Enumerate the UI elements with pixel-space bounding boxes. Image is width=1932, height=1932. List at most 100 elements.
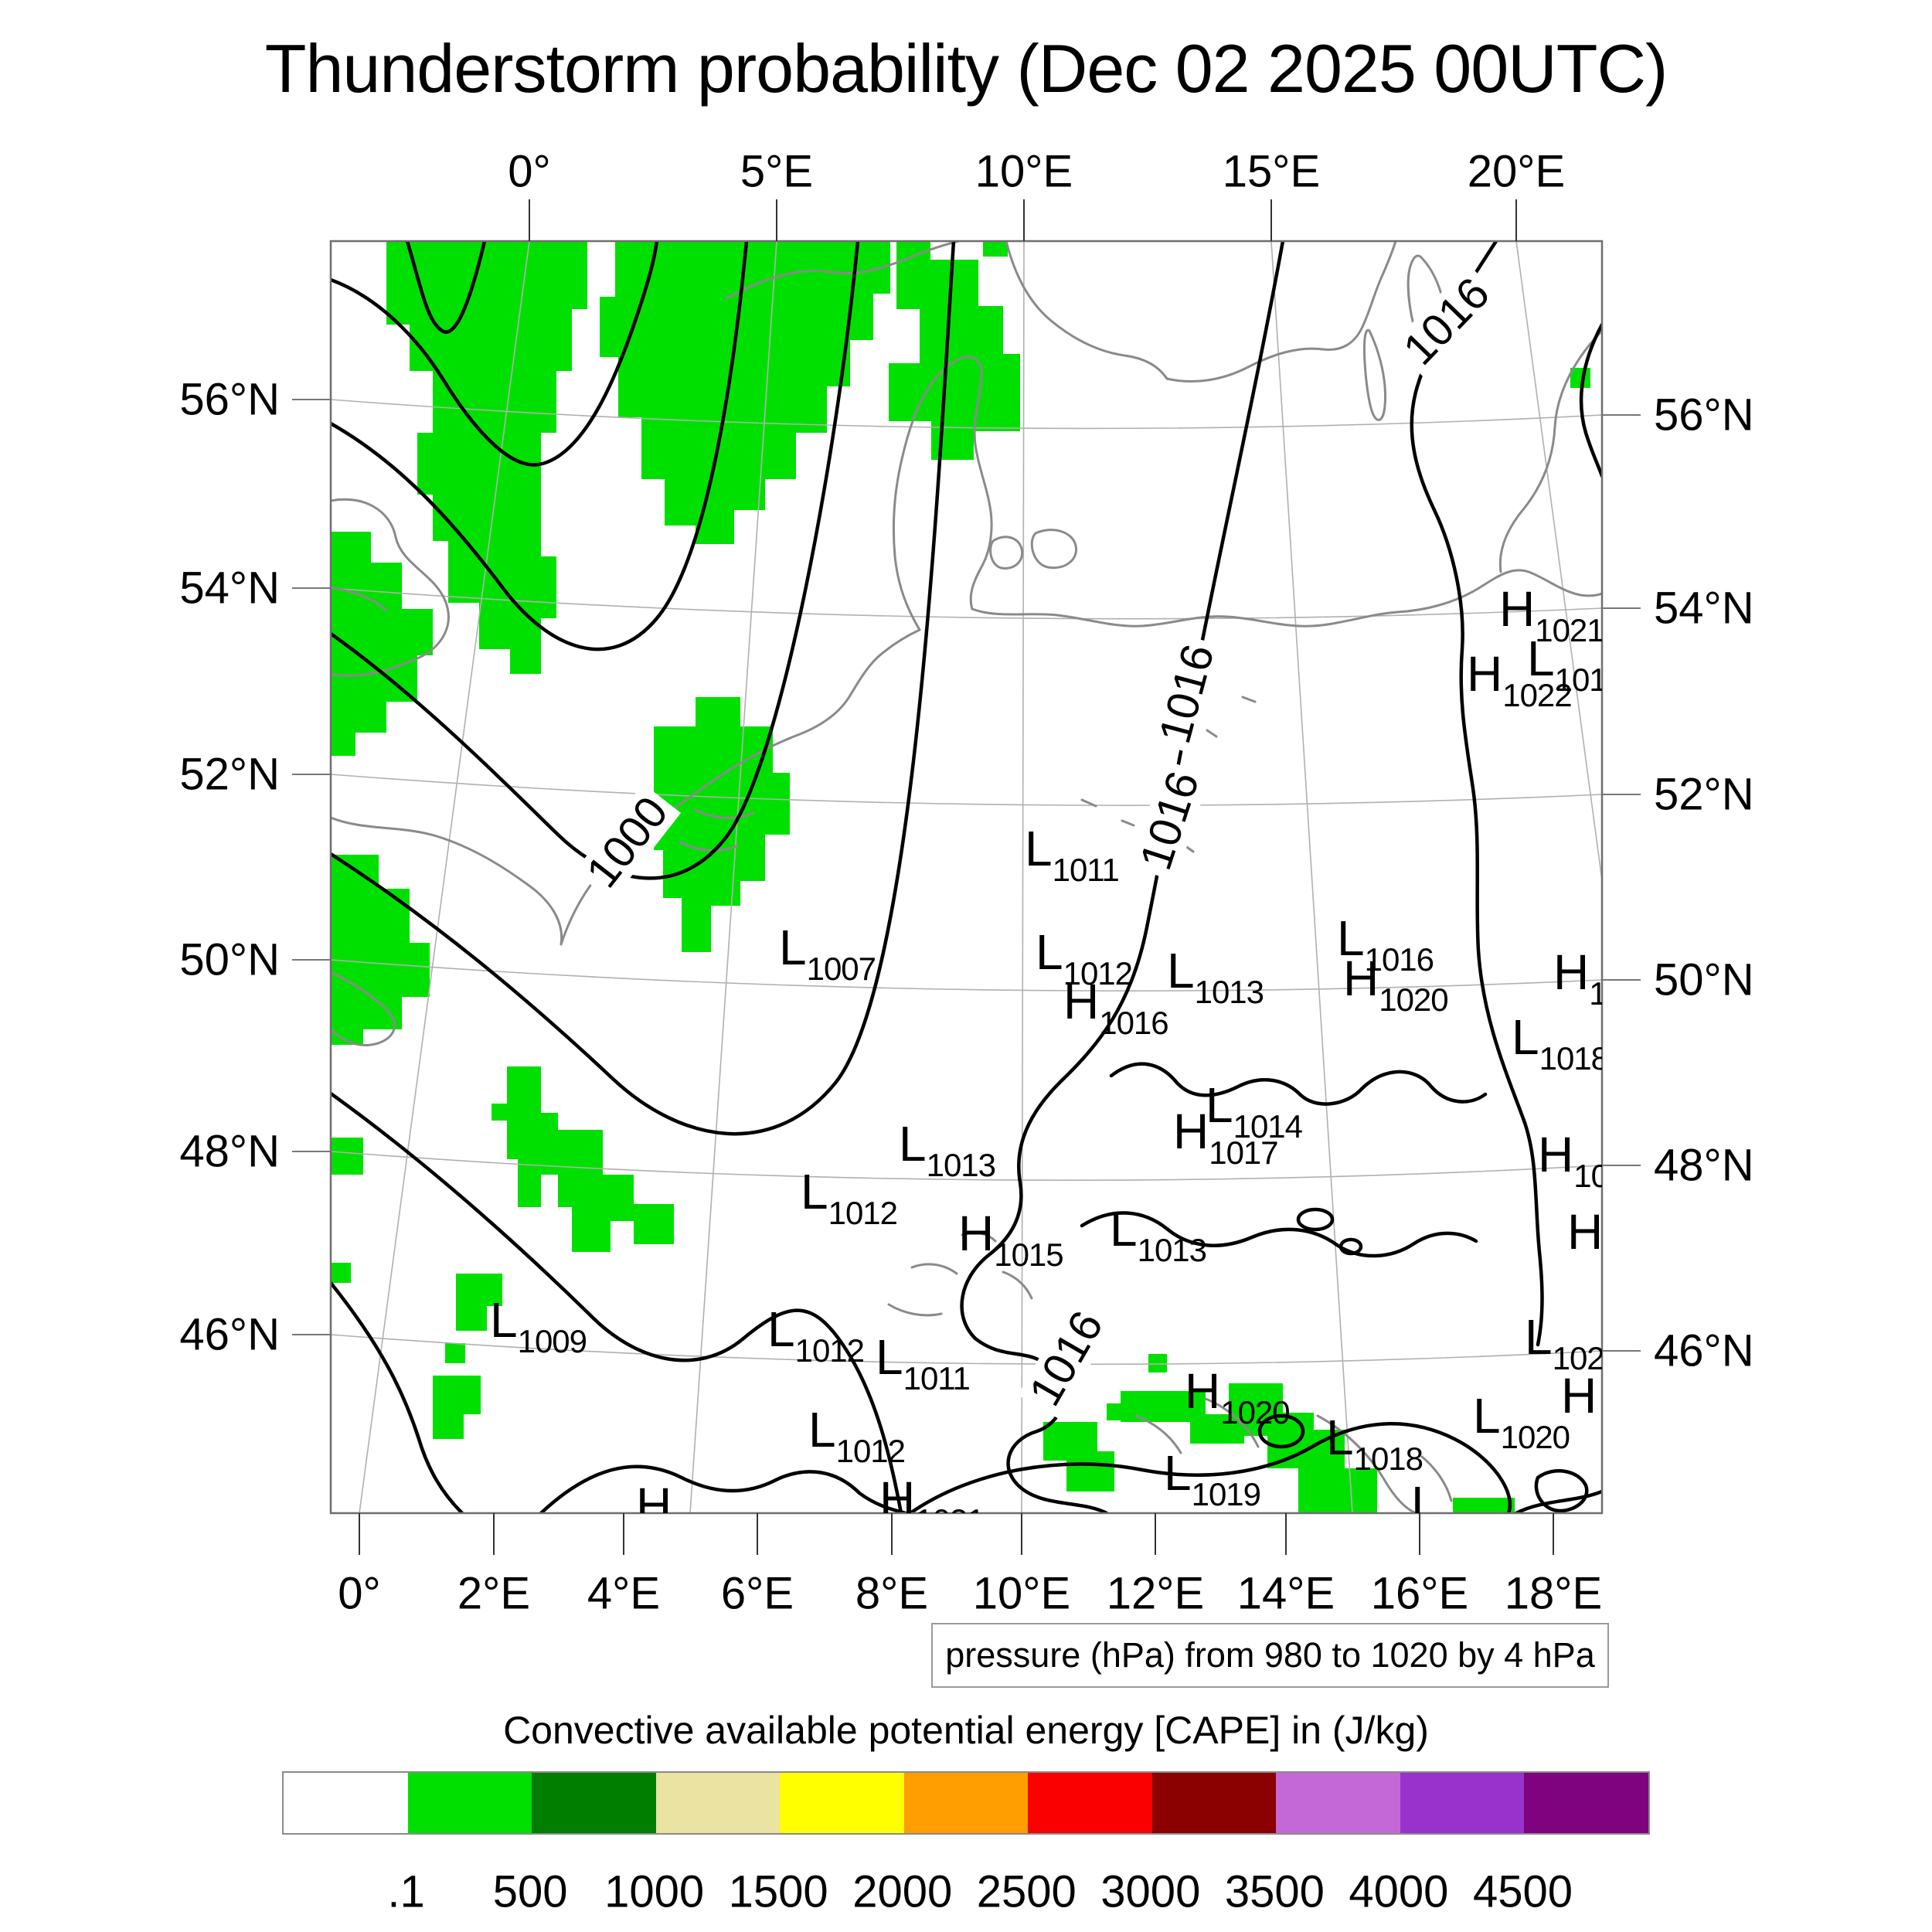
- pressure-center-letter: H: [1561, 1368, 1597, 1423]
- colorbar-tick-label: 3500: [1224, 1866, 1325, 1917]
- pressure-center-value: 1013: [1194, 974, 1264, 1010]
- pressure-center-letter: L: [1164, 1445, 1192, 1501]
- colorbar-segment: [655, 1773, 781, 1833]
- pressure-center-letter: L: [1473, 1388, 1501, 1444]
- low-pressure-center: L1013: [1167, 946, 1264, 1009]
- pressure-center-letter: L: [1337, 910, 1365, 966]
- contour-label: 1016: [1017, 1298, 1116, 1420]
- pressure-center-value: 1012: [835, 1433, 906, 1469]
- pressure-center-letter: L: [1025, 821, 1053, 876]
- pressure-center-letter: L: [1167, 943, 1195, 998]
- high-pressure-center: H1020: [1185, 1363, 1291, 1429]
- colorbar-tick-label: 4500: [1472, 1866, 1573, 1917]
- pressure-center-letter: H: [1343, 951, 1379, 1006]
- high-pressure-center: H1016: [1063, 974, 1169, 1039]
- pressure-center-letter: H: [879, 1471, 916, 1513]
- left-axis-tick: [292, 1151, 331, 1152]
- low-pressure-center: L1007: [779, 923, 876, 985]
- contour-label: 1016: [1149, 633, 1225, 755]
- right-axis-tick-label: 52°N: [1654, 769, 1754, 820]
- bottom-axis-tick: [1285, 1513, 1287, 1555]
- right-axis-tick-label: 50°N: [1654, 954, 1754, 1005]
- low-pressure-center: L1009: [490, 1295, 587, 1358]
- low-pressure-center: L1018: [1512, 1012, 1602, 1075]
- low-pressure-center: L1012: [767, 1301, 865, 1367]
- left-axis-tick-label: 56°N: [179, 374, 280, 425]
- pressure-center-value: 1011: [1052, 852, 1120, 888]
- top-axis-tick-label: 20°E: [1467, 146, 1566, 197]
- low-pressure-center: L1020: [1473, 1391, 1570, 1454]
- top-axis-tick-label: 5°E: [740, 146, 814, 197]
- high-pressure-center: H1015: [958, 1209, 1064, 1271]
- top-axis-tick-label: 0°: [508, 146, 551, 197]
- pressure-center-value: 1019: [1191, 1476, 1261, 1512]
- top-axis-tick: [1023, 199, 1025, 241]
- page-title: Thunderstorm probability (Dec 02 2025 00…: [264, 30, 1668, 107]
- left-axis-tick-label: 48°N: [179, 1126, 280, 1177]
- top-axis-tick: [529, 199, 530, 241]
- colorbar-tick-label: .1: [387, 1866, 425, 1917]
- left-axis-tick-label: 46°N: [179, 1309, 280, 1360]
- low-pressure-center: L1013: [1110, 1204, 1207, 1268]
- pressure-center-value: 1021: [1535, 612, 1602, 648]
- pressure-legend-text: pressure (hPa) from 980 to 1020 by 4 hPa: [945, 1635, 1595, 1675]
- top-axis-tick: [776, 199, 777, 241]
- map-frame: [329, 240, 1604, 1515]
- pressure-center-letter: H: [636, 1478, 672, 1513]
- bottom-axis-tick-label: 12°E: [1106, 1568, 1205, 1619]
- low-pressure-center: L1012: [801, 1164, 898, 1230]
- bottom-axis-tick-label: 10°E: [972, 1568, 1071, 1619]
- pressure-center-value: 1020: [1379, 981, 1448, 1018]
- pressure-center-letter: H: [1467, 646, 1503, 702]
- bottom-axis-tick: [1553, 1513, 1554, 1555]
- pressure-center-value: 1012: [1063, 955, 1133, 992]
- pressure-center-letter: L: [1036, 924, 1063, 980]
- high-pressure-center: H10: [1538, 1130, 1602, 1192]
- pressure-center-letter: L: [801, 1164, 828, 1219]
- pressure-center-letter: H: [1185, 1363, 1221, 1419]
- colorbar-tick-label: 4000: [1349, 1866, 1449, 1917]
- bottom-axis-tick: [1419, 1513, 1420, 1555]
- bottom-axis-tick: [359, 1513, 360, 1555]
- pressure-center-value: 1014: [1233, 1108, 1303, 1145]
- bottom-axis-tick-label: 16°E: [1370, 1568, 1469, 1619]
- pressure-center-letter: H: [1063, 974, 1100, 1029]
- pressure-center-value: 1018: [1439, 1507, 1509, 1514]
- high-pressure-center: H: [1561, 1371, 1597, 1434]
- right-axis-tick: [1602, 414, 1641, 416]
- bottom-axis-tick: [1155, 1513, 1156, 1555]
- left-axis-tick-label: 52°N: [179, 749, 280, 800]
- high-pressure-center: H1012: [636, 1478, 742, 1514]
- colorbar-segment: [1276, 1773, 1400, 1833]
- pressure-center-value: 1012: [672, 1509, 741, 1514]
- pressure-center-letter: L: [779, 920, 807, 975]
- graticule-lines: [331, 241, 1602, 1513]
- pressure-center-letter: L: [767, 1301, 795, 1357]
- bottom-axis-tick: [1021, 1513, 1022, 1555]
- high-pressure-center: H1: [1553, 947, 1602, 1010]
- pressure-center-letter: H: [1499, 581, 1536, 637]
- low-pressure-center: L1016: [1337, 913, 1434, 976]
- pressure-center-letter: L: [899, 1116, 927, 1172]
- bottom-axis-tick: [891, 1513, 893, 1555]
- low-pressure-center: L1014: [1206, 1080, 1303, 1145]
- pressure-center-letter: H: [1553, 944, 1590, 1000]
- low-pressure-center: L1011: [1025, 821, 1120, 888]
- low-pressure-center: L1019: [1164, 1445, 1261, 1512]
- pressure-center-value: 1: [1589, 975, 1602, 1012]
- bottom-axis-tick-label: 8°E: [855, 1568, 929, 1619]
- bottom-axis-tick-label: 2°E: [457, 1568, 531, 1619]
- bottom-axis-tick-label: 4°E: [587, 1568, 661, 1619]
- colorbar-segment: [1400, 1773, 1525, 1833]
- pressure-center-letter: L: [490, 1292, 518, 1348]
- low-pressure-center: L1018: [1326, 1413, 1423, 1475]
- low-pressure-center: L1016: [1527, 634, 1602, 696]
- high-pressure-center: H1022: [1467, 646, 1573, 712]
- left-axis-tick: [292, 1334, 331, 1335]
- bottom-axis-tick-label: 14°E: [1236, 1568, 1335, 1619]
- left-axis-tick-label: 54°N: [179, 563, 280, 614]
- colorbar-tick-label: 500: [492, 1866, 568, 1917]
- pressure-center-value: 1013: [1137, 1232, 1207, 1268]
- bottom-axis-tick: [757, 1513, 758, 1555]
